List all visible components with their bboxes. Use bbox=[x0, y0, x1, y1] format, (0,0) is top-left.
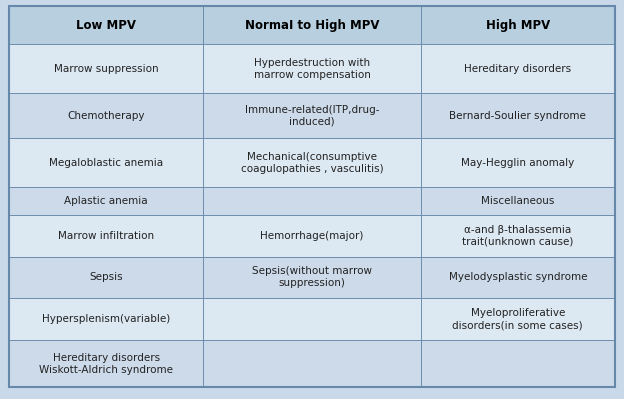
Text: NormaI to High MPV: NormaI to High MPV bbox=[245, 19, 379, 32]
Text: Bernard-Soulier syndrome: Bernard-Soulier syndrome bbox=[449, 111, 586, 120]
Bar bbox=[203, 93, 421, 138]
Bar bbox=[421, 6, 615, 44]
Bar bbox=[9, 93, 203, 138]
Text: Megaloblastic anemia: Megaloblastic anemia bbox=[49, 158, 163, 168]
Bar bbox=[421, 257, 615, 298]
Bar bbox=[203, 187, 421, 215]
Text: Myeloproliferative
disorders(in some cases): Myeloproliferative disorders(in some cas… bbox=[452, 308, 583, 330]
Text: Hypersplenism(variable): Hypersplenism(variable) bbox=[42, 314, 170, 324]
Bar bbox=[9, 298, 203, 340]
Bar bbox=[9, 215, 203, 257]
Text: Sepsis(without marrow
suppression): Sepsis(without marrow suppression) bbox=[252, 267, 372, 288]
Bar bbox=[421, 298, 615, 340]
Text: Sepsis: Sepsis bbox=[89, 273, 123, 282]
Text: Myelodysplastic syndrome: Myelodysplastic syndrome bbox=[449, 273, 587, 282]
Text: Immune-related(ITP,drug-
induced): Immune-related(ITP,drug- induced) bbox=[245, 105, 379, 126]
Bar bbox=[9, 187, 203, 215]
Text: Hereditary disorders: Hereditary disorders bbox=[464, 63, 572, 74]
Text: Hemorrhage(major): Hemorrhage(major) bbox=[260, 231, 364, 241]
Bar bbox=[9, 44, 203, 93]
Bar bbox=[203, 44, 421, 93]
Text: α-and β-thalassemia
trait(unknown cause): α-and β-thalassemia trait(unknown cause) bbox=[462, 225, 573, 247]
Bar bbox=[421, 187, 615, 215]
Text: Miscellaneous: Miscellaneous bbox=[481, 196, 555, 206]
Text: May-Hegglin anomaly: May-Hegglin anomaly bbox=[461, 158, 575, 168]
Bar bbox=[421, 44, 615, 93]
Bar bbox=[203, 6, 421, 44]
Text: Marrow suppression: Marrow suppression bbox=[54, 63, 158, 74]
Text: Hereditary disorders
Wiskott-Aldrich syndrome: Hereditary disorders Wiskott-Aldrich syn… bbox=[39, 353, 173, 375]
Bar bbox=[203, 340, 421, 387]
Bar bbox=[9, 340, 203, 387]
Bar bbox=[203, 257, 421, 298]
Bar bbox=[203, 215, 421, 257]
Text: High MPV: High MPV bbox=[485, 19, 550, 32]
Text: Low MPV: Low MPV bbox=[76, 19, 136, 32]
Text: Hyperdestruction with
marrow compensation: Hyperdestruction with marrow compensatio… bbox=[253, 57, 371, 80]
Bar bbox=[203, 298, 421, 340]
Text: Chemotherapy: Chemotherapy bbox=[67, 111, 145, 120]
Text: Mechanical(consumptive
coagulopathies , vasculitis): Mechanical(consumptive coagulopathies , … bbox=[241, 152, 383, 174]
Text: Marrow infiltration: Marrow infiltration bbox=[58, 231, 154, 241]
Bar bbox=[9, 138, 203, 187]
Bar bbox=[9, 6, 203, 44]
Bar bbox=[203, 138, 421, 187]
Bar bbox=[9, 257, 203, 298]
Bar bbox=[421, 138, 615, 187]
Bar bbox=[421, 93, 615, 138]
Bar bbox=[421, 215, 615, 257]
Text: Aplastic anemia: Aplastic anemia bbox=[64, 196, 148, 206]
Bar bbox=[421, 340, 615, 387]
